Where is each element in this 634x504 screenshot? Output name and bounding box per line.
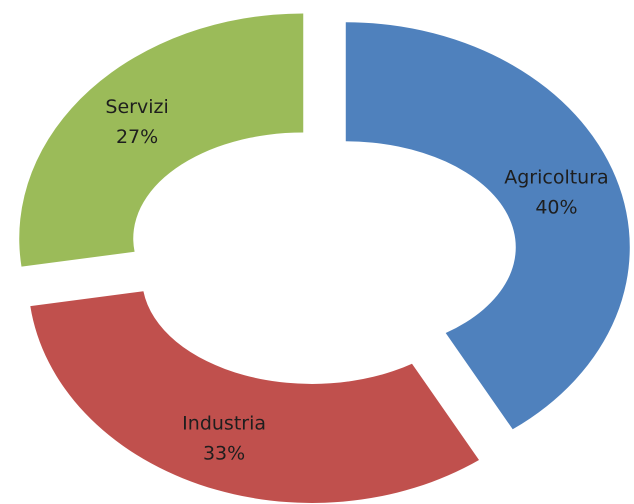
segment-value-label: 27% [116, 126, 158, 148]
segment-label: Servizi [105, 96, 168, 118]
segment-label: Industria [182, 413, 266, 435]
segment-value-label: 33% [203, 443, 245, 465]
segment-label: Agricoltura [504, 167, 608, 189]
segment-value-label: 40% [535, 197, 577, 219]
donut-segment [19, 13, 304, 267]
donut-segment [30, 291, 480, 503]
donut-segment [345, 22, 630, 430]
